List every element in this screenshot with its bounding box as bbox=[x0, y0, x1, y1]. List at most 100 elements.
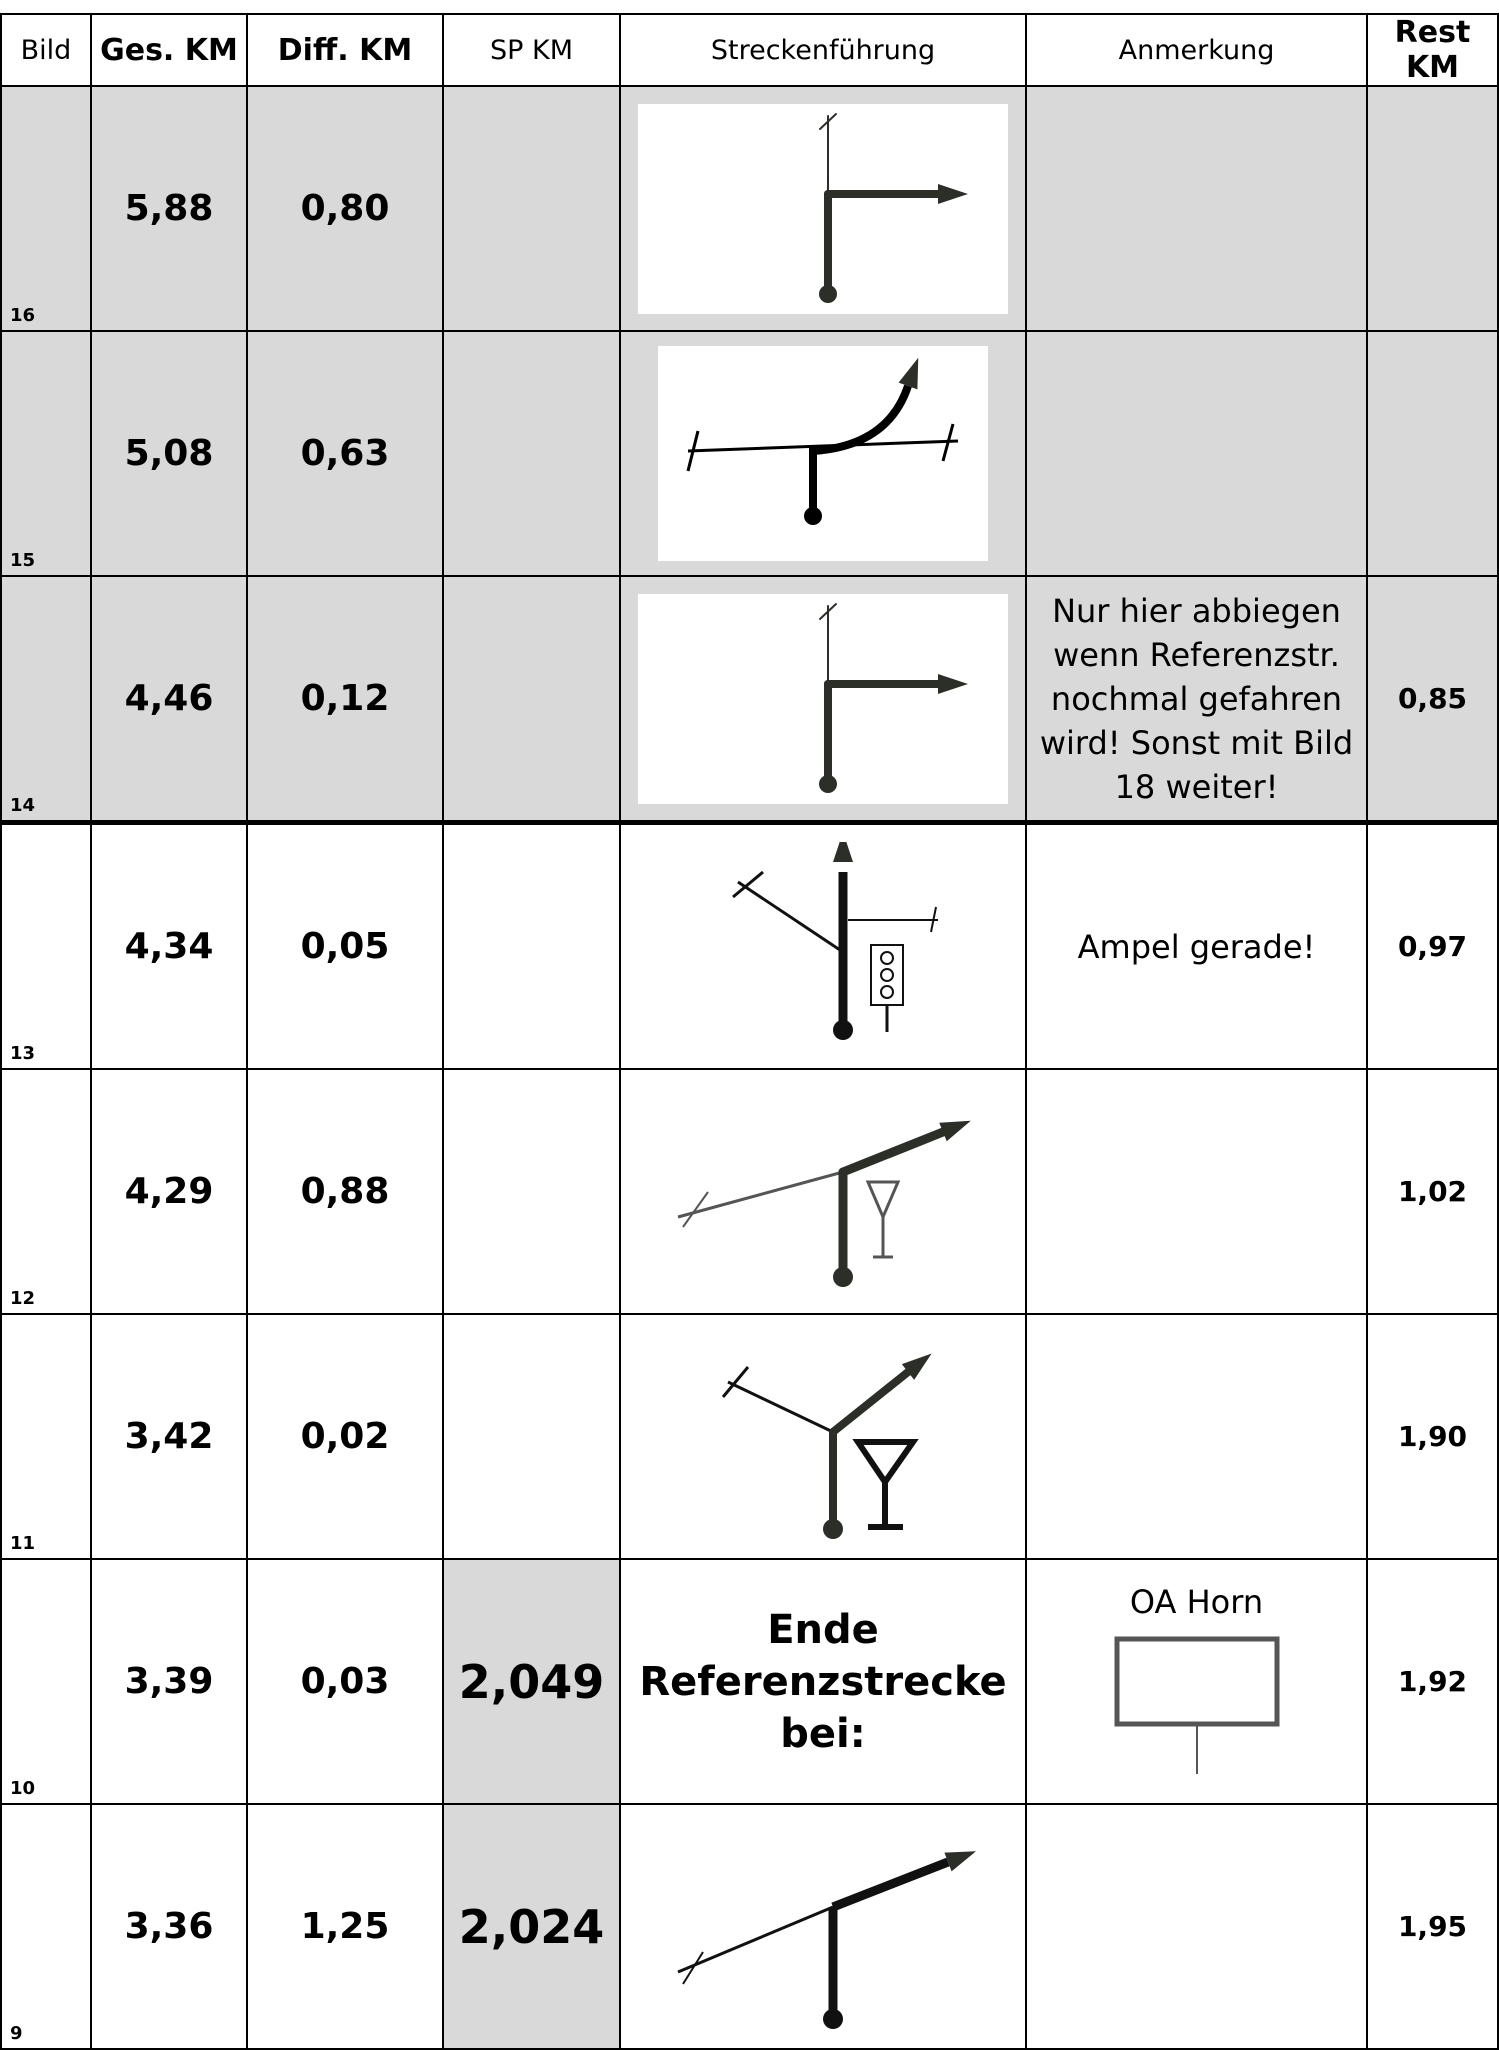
route-diagram bbox=[638, 842, 1008, 1052]
rest-km: 1,92 bbox=[1398, 1665, 1467, 1698]
table-cell bbox=[620, 1804, 1026, 2049]
table-cell bbox=[620, 331, 1026, 576]
bild-number: 14 bbox=[10, 795, 35, 816]
table-cell bbox=[443, 576, 620, 823]
sp-km: 2,024 bbox=[459, 1900, 605, 1954]
table-cell bbox=[1026, 1314, 1367, 1559]
table-cell: 0,05 bbox=[247, 823, 443, 1070]
bild-number: 10 bbox=[10, 1778, 35, 1799]
diff-km: 0,05 bbox=[301, 926, 390, 967]
table-cell bbox=[443, 331, 620, 576]
rest-km: 1,02 bbox=[1398, 1175, 1467, 1208]
header-cell: Ges. KM bbox=[91, 14, 247, 86]
rest-km: 0,97 bbox=[1398, 930, 1467, 963]
table-cell bbox=[1367, 86, 1498, 331]
bild-number: 13 bbox=[10, 1043, 35, 1064]
table-row: 14 4,46 0,12 Nur hier abbiegen wenn Referen… bbox=[1, 576, 1498, 823]
table-cell bbox=[1367, 331, 1498, 576]
table-row: 11 3,42 0,02 1,90 bbox=[1, 1314, 1498, 1559]
table-row: 9 3,36 1,25 2,024 1,95 bbox=[1, 1804, 1498, 2049]
table-cell: 4,29 bbox=[91, 1069, 247, 1314]
table-cell: 0,85 bbox=[1367, 576, 1498, 823]
table-row: 13 4,34 0,05 Ampel gerade! 0,97 bbox=[1, 823, 1498, 1070]
table-cell bbox=[443, 86, 620, 331]
route-diagram bbox=[638, 1087, 1008, 1297]
table-cell bbox=[1026, 86, 1367, 331]
table-cell: 14 bbox=[1, 576, 91, 823]
ges-km: 4,46 bbox=[125, 678, 214, 719]
diff-km: 0,02 bbox=[301, 1416, 390, 1457]
remark: Nur hier abbiegen wenn Referenzstr. noch… bbox=[1027, 589, 1366, 809]
header-cell: SP KM bbox=[443, 14, 620, 86]
table-row: 10 3,39 0,03 2,049 Ende Referenzstrecke bei:… bbox=[1, 1559, 1498, 1804]
ges-km: 4,29 bbox=[125, 1171, 214, 1212]
bild-number: 12 bbox=[10, 1288, 35, 1309]
diff-km: 0,80 bbox=[301, 188, 390, 229]
table-cell bbox=[620, 576, 1026, 823]
diff-km: 0,12 bbox=[301, 678, 390, 719]
ges-km: 5,88 bbox=[125, 188, 214, 229]
table-cell: 2,024 bbox=[443, 1804, 620, 2049]
table-cell bbox=[1026, 1804, 1367, 2049]
table-cell bbox=[443, 1314, 620, 1559]
route-table: Bild Ges. KM Diff. KM SP KM Streckenführ… bbox=[0, 13, 1499, 2050]
ges-km: 4,34 bbox=[125, 926, 214, 967]
table-cell bbox=[1026, 1069, 1367, 1314]
table-cell: 2,049 bbox=[443, 1559, 620, 1804]
bild-number: 11 bbox=[10, 1533, 35, 1554]
table-cell: 11 bbox=[1, 1314, 91, 1559]
ges-km: 3,42 bbox=[125, 1416, 214, 1457]
sign-icon bbox=[1097, 1624, 1297, 1784]
ges-km: 3,39 bbox=[125, 1661, 214, 1702]
table-cell: OA Horn bbox=[1026, 1559, 1367, 1804]
table-cell: 12 bbox=[1, 1069, 91, 1314]
header-cell: Rest KM bbox=[1367, 14, 1498, 86]
diff-km: 1,25 bbox=[301, 1906, 390, 1947]
table-cell: 0,63 bbox=[247, 331, 443, 576]
table-cell: 16 bbox=[1, 86, 91, 331]
table-cell: Ampel gerade! bbox=[1026, 823, 1367, 1070]
table-row: 16 5,88 0,80 bbox=[1, 86, 1498, 331]
diff-km: 0,63 bbox=[301, 433, 390, 474]
table-cell: 4,46 bbox=[91, 576, 247, 823]
sp-km: 2,049 bbox=[459, 1655, 605, 1709]
ges-km: 5,08 bbox=[125, 433, 214, 474]
route-diagram bbox=[638, 104, 1008, 314]
table-row: 12 4,29 0,88 1,02 bbox=[1, 1069, 1498, 1314]
header-cell: Streckenführung bbox=[620, 14, 1026, 86]
diff-km: 0,03 bbox=[301, 1661, 390, 1702]
rest-km: 1,95 bbox=[1398, 1910, 1467, 1943]
rest-km: 0,85 bbox=[1398, 682, 1467, 715]
route-diagram bbox=[638, 594, 1008, 804]
table-cell: 9 bbox=[1, 1804, 91, 2049]
table-cell bbox=[620, 1314, 1026, 1559]
table-cell: Nur hier abbiegen wenn Referenzstr. noch… bbox=[1026, 576, 1367, 823]
route-diagram bbox=[638, 1822, 1008, 2032]
table-cell: 0,88 bbox=[247, 1069, 443, 1314]
table-cell: 3,36 bbox=[91, 1804, 247, 2049]
header-cell: Bild bbox=[1, 14, 91, 86]
header-row: Bild Ges. KM Diff. KM SP KM Streckenführ… bbox=[1, 14, 1498, 86]
table-cell: 0,97 bbox=[1367, 823, 1498, 1070]
table-cell bbox=[620, 1069, 1026, 1314]
bild-number: 9 bbox=[10, 2023, 23, 2044]
table-cell: 1,92 bbox=[1367, 1559, 1498, 1804]
route-diagram bbox=[658, 346, 988, 561]
bild-number: 16 bbox=[10, 305, 35, 326]
remark: Ampel gerade! bbox=[1027, 925, 1366, 969]
table-cell: 3,42 bbox=[91, 1314, 247, 1559]
table-cell: 0,12 bbox=[247, 576, 443, 823]
table-cell: 0,80 bbox=[247, 86, 443, 331]
remark: OA Horn bbox=[1027, 1580, 1366, 1624]
rest-km: 1,90 bbox=[1398, 1420, 1467, 1453]
table-cell: 0,03 bbox=[247, 1559, 443, 1804]
table-cell: 1,95 bbox=[1367, 1804, 1498, 2049]
table-cell: 10 bbox=[1, 1559, 91, 1804]
table-cell: Ende Referenzstrecke bei: bbox=[620, 1559, 1026, 1804]
table-cell bbox=[1026, 331, 1367, 576]
table-cell bbox=[443, 1069, 620, 1314]
table-cell: 0,02 bbox=[247, 1314, 443, 1559]
table-cell: 1,25 bbox=[247, 1804, 443, 2049]
